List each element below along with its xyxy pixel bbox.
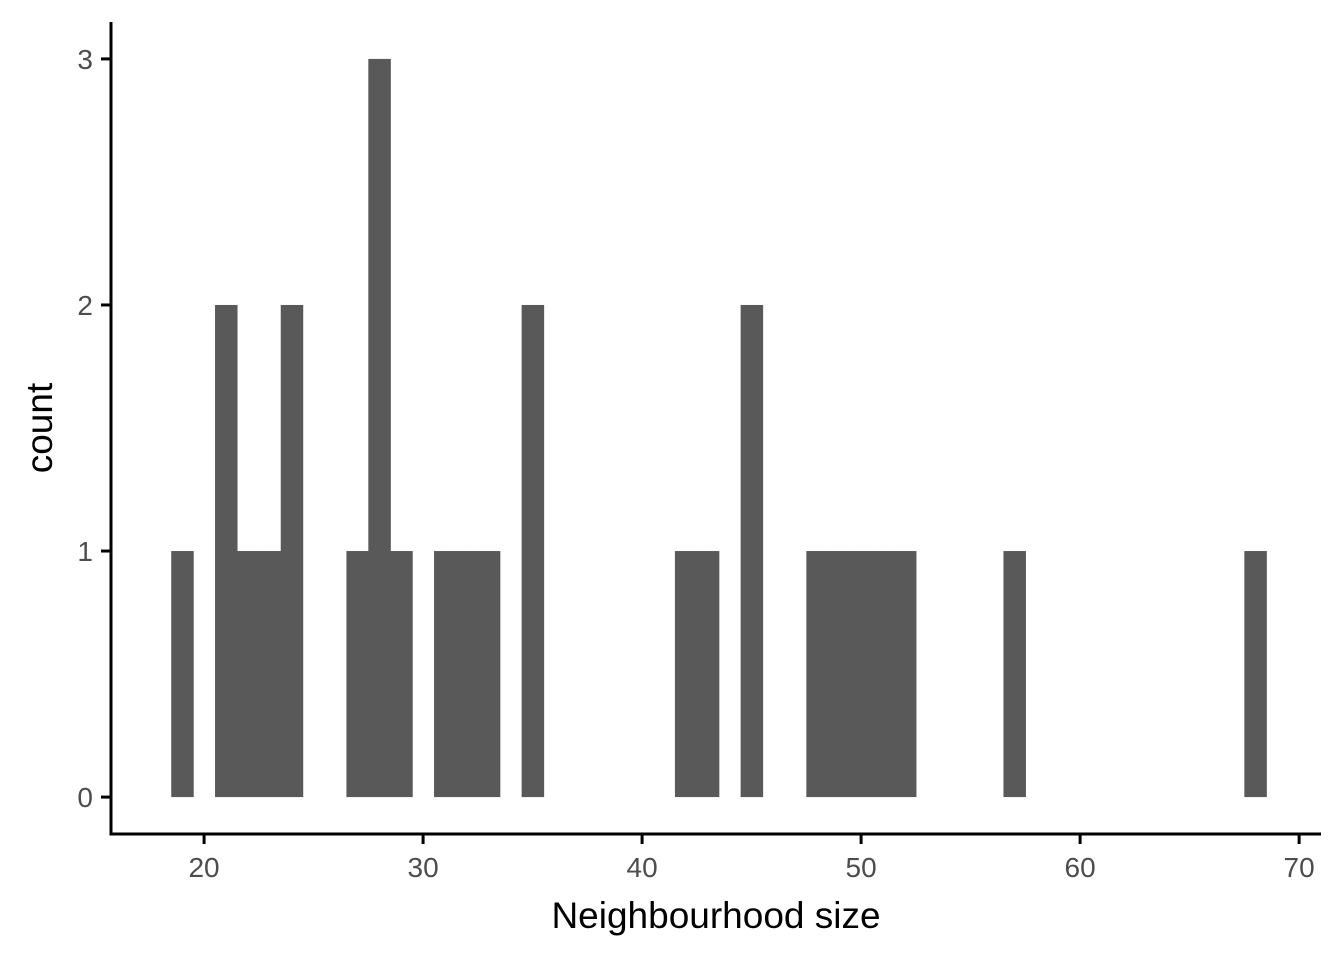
histogram-bar-27 xyxy=(346,551,369,798)
histogram-bar-21 xyxy=(215,304,238,798)
y-axis-ticks: 0 1 2 3 xyxy=(77,44,111,813)
histogram-bar-33 xyxy=(477,551,501,798)
y-axis-title: count xyxy=(19,382,60,473)
y-tick-label-2: 2 xyxy=(77,290,93,321)
x-tick-label-50: 50 xyxy=(846,852,877,883)
histogram-bar-49 xyxy=(828,551,851,798)
y-tick-label-0: 0 xyxy=(77,782,93,813)
y-tick-label-1: 1 xyxy=(77,536,93,567)
y-tick-label-3: 3 xyxy=(77,44,93,75)
histogram-bar-45 xyxy=(740,304,764,798)
histogram-bar-48 xyxy=(806,551,829,798)
x-axis-title: Neighbourhood size xyxy=(551,895,880,936)
histogram-bar-52 xyxy=(893,551,917,798)
x-tick-label-30: 30 xyxy=(408,852,439,883)
histogram-bar-50 xyxy=(850,551,873,798)
histogram-bars xyxy=(171,58,1267,798)
x-axis-ticks: 20 30 40 50 60 70 xyxy=(188,834,1315,883)
x-tick-label-60: 60 xyxy=(1065,852,1096,883)
histogram-bar-29 xyxy=(390,551,413,798)
x-tick-label-40: 40 xyxy=(627,852,658,883)
histogram-bar-51 xyxy=(872,551,895,798)
histogram-bar-23 xyxy=(258,551,282,798)
histogram-bar-57 xyxy=(1003,551,1026,798)
histogram-bar-35 xyxy=(521,304,545,798)
x-tick-label-20: 20 xyxy=(188,852,219,883)
histogram-bar-68 xyxy=(1244,551,1267,798)
histogram-bar-19 xyxy=(171,551,194,798)
x-tick-label-70: 70 xyxy=(1284,852,1315,883)
histogram-bar-22 xyxy=(236,551,260,798)
histogram-bar-42 xyxy=(674,551,698,798)
histogram-bar-43 xyxy=(696,551,720,798)
histogram-bar-28 xyxy=(368,58,391,798)
histogram-bar-32 xyxy=(455,551,479,798)
histogram-bar-24 xyxy=(280,304,304,798)
histogram-bar-31 xyxy=(434,551,457,798)
